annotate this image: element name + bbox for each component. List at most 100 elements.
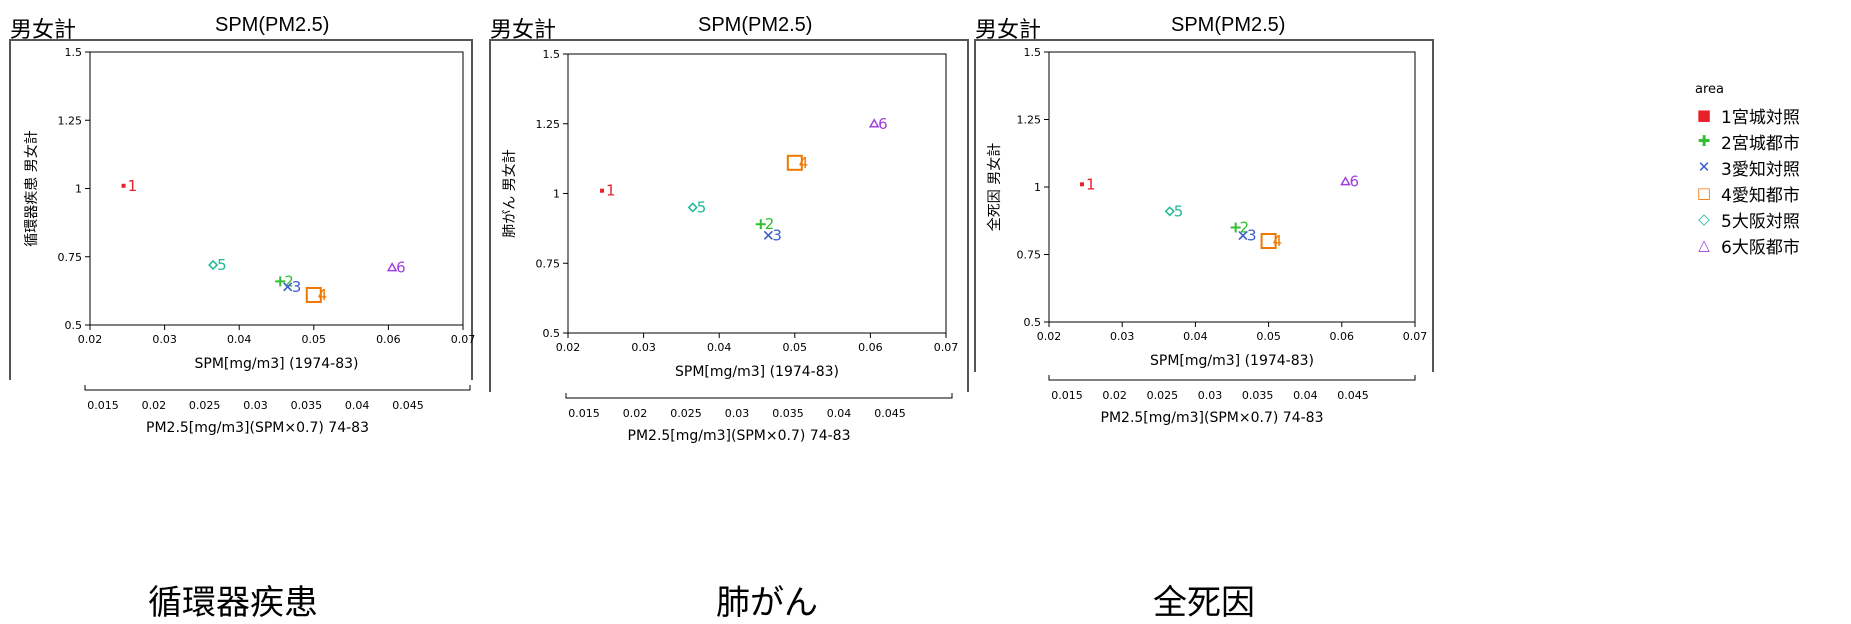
legend-label: 1宮城対照 (1721, 107, 1800, 128)
x-tick-label: 0.02 (556, 341, 581, 354)
x-tick-label: 0.04 (707, 341, 732, 354)
chart-panel-lung-cancer: 男女計 SPM(PM2.5) 0.5 0.75 1 1.25 1.5 0.02 0.03 0.… (480, 0, 1040, 623)
legend-marker-icon: □ (1696, 184, 1712, 202)
chart-frame (9, 39, 473, 380)
y-tick-label: 0.75 (536, 257, 561, 270)
x2-tick-label: 0.015 (568, 407, 600, 420)
plot-area (1048, 51, 1416, 323)
x2-tick-label: 0.025 (670, 407, 702, 420)
data-point (208, 259, 219, 271)
legend-item-2: ✚ 2宮城都市 (1695, 128, 1800, 154)
chart-panel-circulatory: 男女計 SPM(PM2.5) 0.5 0.75 1 1.25 1.5 0.02 0.03 0.… (0, 0, 560, 623)
data-point (600, 188, 605, 193)
y-tick-label: 1.5 (543, 48, 561, 61)
legend-label: 2宮城都市 (1721, 133, 1800, 154)
data-point (1079, 182, 1084, 187)
panel-title: SPM(PM2.5) (698, 14, 813, 36)
x-tick-label: 0.04 (1183, 330, 1208, 343)
plot-area (89, 51, 464, 326)
y-tick-label: 1.25 (58, 114, 83, 127)
x-axis-label: SPM[mg/m3] (1974-83) (1150, 353, 1314, 369)
x-tick-label: 0.03 (1110, 330, 1135, 343)
data-point (121, 183, 126, 188)
y-tick-label: 0.5 (543, 327, 561, 340)
point-label: 6 (1349, 173, 1359, 191)
legend-marker-icon: ✕ (1697, 158, 1711, 176)
data-point (868, 118, 880, 128)
point-label: 4 (799, 154, 809, 172)
x-tick-label: 0.06 (858, 341, 883, 354)
x2-tick-label: 0.015 (1051, 389, 1083, 402)
data-point (1340, 176, 1351, 186)
x-tick-label: 0.07 (1403, 330, 1428, 343)
y-tick-label: 1.5 (1024, 46, 1042, 59)
legend-label: 4愛知都市 (1721, 185, 1800, 206)
legend-item-6: △ 6大阪都市 (1695, 232, 1800, 258)
legend-item-4: □ 4愛知都市 (1695, 180, 1800, 206)
point-label: 1 (606, 182, 616, 200)
point-label: 3 (772, 226, 782, 244)
point-label: 4 (1273, 232, 1283, 250)
y-axis-label: 肺がん 男女計 (501, 149, 518, 237)
x2-tick-label: 0.045 (874, 407, 906, 420)
legend: area ■ 1宮城対照 ✚ 2宮城都市 ✕ 3愛知対照 □ 4愛知都市 ◇ 5大阪対照 △ 6大阪都… (1695, 82, 1800, 258)
y-tick-label: 1 (75, 183, 82, 196)
x-tick-label: 0.04 (227, 333, 252, 346)
y-tick-label: 0.5 (1024, 316, 1042, 329)
x-axis-label: SPM[mg/m3] (1974-83) (195, 356, 359, 372)
point-label: 6 (396, 259, 406, 277)
point-label: 3 (292, 278, 302, 296)
point-label: 1 (1086, 175, 1096, 193)
data-point (275, 276, 286, 287)
x2-tick-label: 0.02 (1102, 389, 1127, 402)
legend-label: 3愛知対照 (1721, 159, 1800, 180)
y-axis-label: 全死因 男女計 (986, 143, 1003, 231)
x2-tick-label: 0.04 (1293, 389, 1318, 402)
x2-tick-label: 0.02 (142, 399, 167, 412)
data-point (1230, 222, 1241, 233)
y-tick-label: 1.25 (1017, 114, 1042, 127)
x2-tick-label: 0.045 (1337, 389, 1369, 402)
x2-tick-label: 0.015 (87, 399, 119, 412)
point-label: 1 (128, 177, 138, 195)
plot-area (567, 53, 947, 334)
x-tick-label: 0.06 (1330, 330, 1355, 343)
secondary-axis (1048, 375, 1416, 381)
legend-marker-icon: ◇ (1698, 210, 1710, 228)
scatter-chart-lung-cancer: 0.5 0.75 1 1.25 1.5 0.02 0.03 0.04 0.05 0.06 0.07 S… (489, 39, 969, 444)
legend-item-3: ✕ 3愛知対照 (1695, 154, 1800, 180)
x2-axis-label: PM2.5[mg/m3](SPM×0.7) 74-83 (1101, 410, 1324, 426)
y-axis-label: 循環器疾患 男女計 (23, 130, 40, 246)
x2-tick-label: 0.035 (1242, 389, 1274, 402)
legend-item-5: ◇ 5大阪対照 (1695, 206, 1800, 232)
x2-tick-label: 0.03 (243, 399, 268, 412)
point-label: 2 (1240, 219, 1250, 237)
panel-title: SPM(PM2.5) (215, 14, 330, 36)
point-label: 6 (878, 115, 888, 133)
x-tick-label: 0.05 (1256, 330, 1281, 343)
legend-label: 6大阪都市 (1721, 237, 1800, 258)
x2-tick-label: 0.035 (772, 407, 804, 420)
x2-tick-label: 0.025 (189, 399, 221, 412)
chart-caption: 全死因 (1153, 583, 1255, 623)
x-tick-label: 0.05 (302, 333, 327, 346)
y-tick-label: 1 (553, 188, 560, 201)
x-tick-label: 0.02 (78, 333, 103, 346)
secondary-axis (565, 393, 953, 399)
point-label: 5 (217, 256, 227, 274)
x2-axis-label: PM2.5[mg/m3](SPM×0.7) 74-83 (146, 420, 369, 436)
x2-tick-label: 0.045 (392, 399, 424, 412)
data-point (283, 282, 293, 292)
panel-header: 男女計 (10, 18, 77, 43)
y-tick-label: 0.75 (58, 251, 83, 264)
data-point (763, 230, 773, 240)
x2-tick-label: 0.04 (827, 407, 852, 420)
legend-item-1: ■ 1宮城対照 (1695, 102, 1800, 128)
x2-tick-label: 0.02 (623, 407, 648, 420)
panel-title: SPM(PM2.5) (1171, 14, 1286, 36)
legend-marker-icon: ✚ (1697, 132, 1711, 150)
legend-marker-icon: ■ (1696, 106, 1712, 124)
y-tick-label: 0.5 (65, 319, 83, 332)
x-tick-label: 0.06 (376, 333, 401, 346)
x-tick-label: 0.07 (451, 333, 476, 346)
